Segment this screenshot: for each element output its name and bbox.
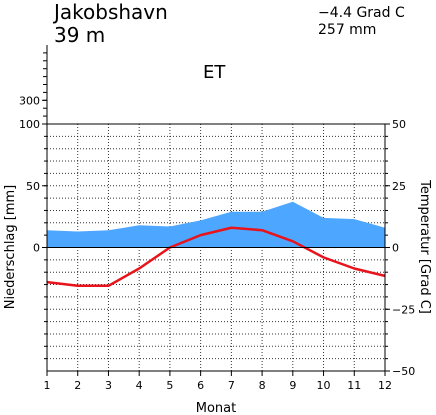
x-tick-label: 2 — [74, 379, 81, 392]
left-axis-title: Niederschlag [mm] — [3, 185, 18, 310]
x-tick-label: 9 — [289, 379, 296, 392]
right-tick-label: −25 — [392, 303, 415, 316]
right-tick-label: 25 — [392, 180, 406, 193]
temperature-line — [46, 226, 386, 288]
x-tick-label: 10 — [317, 379, 331, 392]
annual-precipitation: 257 mm — [318, 22, 376, 38]
x-tick-label: 3 — [105, 379, 112, 392]
mean-temperature: −4.4 Grad C — [318, 5, 405, 21]
left-tick-label: 300 — [19, 94, 40, 107]
left-tick-label: 100 — [19, 118, 40, 131]
precipitation-area — [47, 201, 385, 248]
x-tick-label: 4 — [136, 379, 143, 392]
right-tick-label: 50 — [392, 118, 406, 131]
station-name: Jakobshavn — [52, 0, 168, 24]
left-tick-label: 50 — [26, 180, 40, 193]
x-tick-label: 11 — [347, 379, 361, 392]
left-tick-label: 0 — [33, 242, 40, 255]
x-tick-label: 6 — [197, 379, 204, 392]
precipitation-area-layer — [47, 201, 385, 248]
right-tick-label: −50 — [392, 365, 415, 378]
right-axis-title: Temperatur [Grad C] — [417, 179, 432, 314]
x-tick-label: 12 — [378, 379, 392, 392]
station-elevation: 39 m — [54, 23, 105, 47]
climate-classification: ET — [203, 62, 226, 83]
x-axis-title: Monat — [196, 401, 236, 415]
x-tick-label: 7 — [228, 379, 235, 392]
temperature-line-layer — [46, 226, 386, 288]
x-tick-label: 8 — [259, 379, 266, 392]
right-tick-label: 0 — [392, 242, 399, 255]
x-tick-label: 5 — [166, 379, 173, 392]
x-tick-label: 1 — [44, 379, 51, 392]
